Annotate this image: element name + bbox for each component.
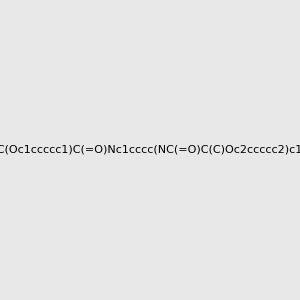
Text: CC(Oc1ccccc1)C(=O)Nc1cccc(NC(=O)C(C)Oc2ccccc2)c1C: CC(Oc1ccccc1)C(=O)Nc1cccc(NC(=O)C(C)Oc2c… bbox=[0, 145, 300, 155]
